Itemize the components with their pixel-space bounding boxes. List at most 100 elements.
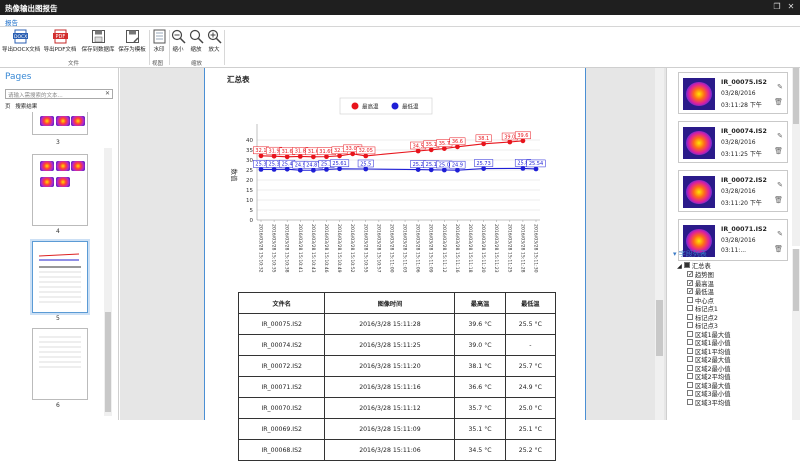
data-point (363, 153, 369, 159)
field-checkbox[interactable] (687, 296, 693, 303)
save-as-template-button[interactable]: 保存为模板 (116, 29, 148, 53)
trend-chart: 最高温 最低温 0 5 10 15 20 25 30 35 40 数值 2016/03/28 15:10… (230, 97, 546, 273)
field-item[interactable]: 区域1最小值 (687, 338, 731, 347)
field-item[interactable]: ✓ 趋势图 (687, 270, 714, 279)
field-item[interactable]: ✓ 最高温 (687, 279, 714, 288)
zoom-in-button[interactable]: 放大 (207, 29, 222, 53)
svg-text:DOCX: DOCX (14, 34, 27, 40)
watermark-button[interactable]: 水印 (150, 29, 168, 53)
field-checkbox[interactable]: ✓ (687, 271, 694, 278)
page-thumbnail[interactable] (32, 328, 88, 400)
page-thumbnail[interactable] (32, 154, 88, 226)
data-label-box (526, 159, 546, 168)
field-checkbox[interactable] (687, 381, 693, 388)
document-scrollbar[interactable] (655, 68, 664, 420)
image-card[interactable]: IR_00071.IS2 03/28/2016 03:11:... ✎ 🗑 (678, 219, 788, 261)
field-item[interactable]: 区域1最大值 (687, 330, 731, 339)
image-list-scrollbar[interactable] (792, 68, 800, 246)
pages-scrollbar[interactable] (104, 148, 112, 416)
field-checkbox[interactable] (687, 339, 693, 345)
data-point (271, 167, 277, 172)
page-thumbnail-selected[interactable] (32, 241, 88, 313)
field-item[interactable]: 中心点 (687, 296, 714, 305)
tab-report[interactable]: 报告 (5, 19, 18, 27)
field-list-scrollbar[interactable] (792, 249, 800, 420)
field-item[interactable]: 区域1平均值 (687, 347, 731, 356)
data-label: 33.08 (346, 146, 360, 152)
field-item[interactable]: 区域3平均值 (687, 398, 731, 407)
data-label: 32.1 (255, 148, 266, 154)
clear-search-icon[interactable]: ✕ (104, 90, 110, 97)
data-label-box (330, 159, 350, 168)
zoom-out-button[interactable]: 缩小 (171, 29, 186, 53)
tab-pages[interactable]: 页 (5, 104, 11, 110)
field-item[interactable]: 标记点2 (687, 313, 718, 322)
field-checkbox[interactable] (687, 356, 693, 362)
x-tick-label: 2016/03/28 15:11:06 (415, 224, 421, 273)
field-item[interactable]: 区域2最大值 (687, 355, 731, 364)
field-checkbox[interactable] (687, 347, 693, 354)
edit-icon[interactable]: ✎ (777, 230, 783, 238)
field-checkbox[interactable] (687, 364, 693, 371)
table-header-row: 文件名 图像时间 最高温 最低温 (237, 292, 557, 314)
close-icon[interactable]: ✕ (787, 2, 795, 11)
save-to-database-button[interactable]: 保存到数据库 (80, 29, 116, 53)
zoom-button[interactable]: 缩放 (189, 29, 204, 53)
tab-search-results[interactable]: 搜索结果 (15, 104, 38, 110)
x-tick-label: 2016/03/28 15:10:32 (258, 224, 264, 273)
field-checkbox[interactable]: ✓ (687, 288, 694, 295)
document-viewer: 汇总表 最高温 最低温 0 5 10 15 20 25 30 35 40 数值 2016/03/28 1… (120, 68, 666, 461)
field-checkbox[interactable] (687, 322, 693, 328)
field-checkbox[interactable] (687, 305, 693, 311)
table-cell: IR_00074.IS2 (237, 334, 326, 356)
thermal-thumbnail (683, 127, 715, 159)
y-tick-label: 20 (246, 178, 253, 184)
page-search-input[interactable]: 请输入需搜索的文本... ✕ (5, 89, 113, 99)
field-checkbox[interactable] (687, 373, 693, 379)
page-thumbnail[interactable] (32, 112, 88, 135)
thermal-thumbnail (683, 225, 715, 257)
field-item[interactable]: 区域3最大值 (687, 381, 731, 390)
page-number-label: 6 (56, 402, 60, 409)
image-card[interactable]: IR_00072.IS2 03/28/2016 03:11:20 下午 ✎ 🗑 (678, 170, 788, 212)
field-item[interactable]: 区域2最小值 (687, 364, 731, 373)
field-checkbox[interactable] (687, 330, 693, 337)
section-heading: 汇总表 (227, 75, 250, 84)
table-cell: IR_00070.IS2 (237, 397, 326, 419)
field-checkbox[interactable] (687, 313, 693, 320)
column-header: 图像时间 (324, 292, 456, 314)
export-pdf-button[interactable]: PDF 导出PDF文档 (42, 29, 78, 53)
edit-icon[interactable]: ✎ (777, 132, 783, 140)
delete-icon[interactable]: 🗑 (774, 245, 783, 253)
x-tick-label: 2016/03/28 15:11:12 (441, 224, 447, 273)
data-point (271, 153, 277, 159)
delete-icon[interactable]: 🗑 (774, 98, 783, 106)
legend-marker (391, 102, 399, 110)
data-point (258, 153, 264, 159)
table-row: IR_00068.IS2 2016/3/28 15:11:06 34.5 °C 25.… (237, 439, 557, 461)
field-item[interactable]: ✓ 最低温 (687, 287, 714, 296)
field-item[interactable]: 区域2平均值 (687, 372, 731, 381)
group-separator (149, 30, 150, 65)
delete-icon[interactable]: 🗑 (774, 196, 783, 204)
field-checkbox[interactable] (687, 398, 693, 405)
restore-icon[interactable]: ❐ (773, 2, 781, 11)
search-placeholder: 请输入需搜索的文本... (8, 93, 63, 99)
image-card[interactable]: IR_00074.IS2 03/28/2016 03:11:25 下午 ✎ 🗑 (678, 121, 788, 163)
edit-icon[interactable]: ✎ (777, 181, 783, 189)
delete-icon[interactable]: 🗑 (774, 147, 783, 155)
image-card[interactable]: IR_00075.IS2 03/28/2016 03:11:28 下午 ✎ 🗑 (678, 72, 788, 114)
export-docx-button[interactable]: DOCX 导出DOCX文档 (2, 29, 40, 53)
page-number-label: 5 (56, 315, 60, 322)
field-tree-root[interactable]: ◢ 汇总表 (677, 262, 711, 270)
x-tick-label: 2016/03/28 15:11:25 (506, 224, 512, 273)
group-label-file: 文件 (68, 61, 80, 67)
field-item[interactable]: 标记点1 (687, 304, 718, 313)
field-item[interactable]: 区域3最小值 (687, 389, 731, 398)
y-tick-label: 30 (246, 158, 253, 164)
edit-icon[interactable]: ✎ (777, 83, 783, 91)
field-checkbox[interactable]: ✓ (687, 279, 694, 287)
data-label: 35.7 (439, 141, 450, 147)
field-checkbox[interactable] (687, 390, 693, 396)
field-item[interactable]: 标记点3 (687, 321, 718, 330)
